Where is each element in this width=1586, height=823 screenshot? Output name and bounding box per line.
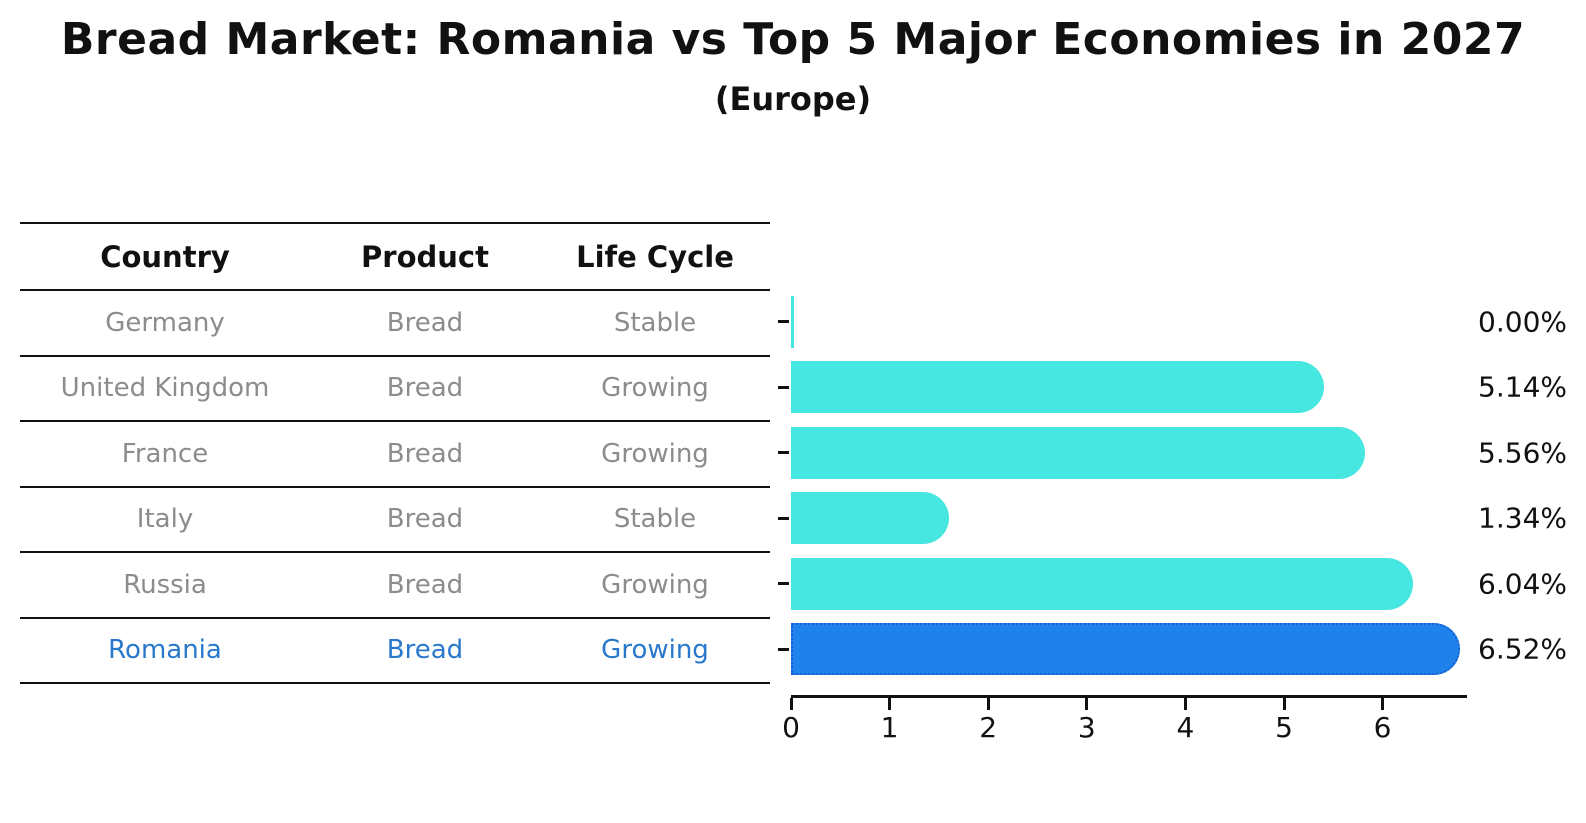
country-cell: Russia — [123, 569, 207, 600]
bar-russia — [791, 557, 1413, 610]
tick-mark — [1381, 698, 1385, 710]
chart-row-germany: 0.00% — [778, 289, 1586, 355]
life-cycle-cell: Growing — [601, 635, 709, 666]
country-cell: Romania — [108, 635, 222, 666]
tick-label: 2 — [979, 711, 998, 744]
bar-romania — [791, 623, 1460, 676]
tick-label: 6 — [1373, 711, 1392, 744]
y-axis-tick — [778, 582, 789, 586]
chart-title: Bread Market: Romania vs Top 5 Major Eco… — [60, 14, 1526, 65]
bar-germany — [791, 295, 794, 348]
product-cell: Bread — [386, 635, 464, 666]
chart-row-russia: 6.04% — [778, 551, 1586, 617]
value-label: 6.04% — [1478, 567, 1567, 601]
product-cell: Bread — [386, 438, 464, 469]
chart-row-france: 5.56% — [778, 420, 1586, 486]
country-cell: Germany — [105, 307, 225, 338]
value-label: 1.34% — [1478, 501, 1567, 535]
y-axis-tick — [778, 451, 789, 455]
country-table: Country Product Life Cycle Germany Bread… — [20, 222, 770, 684]
tick-label: 5 — [1275, 711, 1293, 744]
y-axis-tick — [778, 385, 789, 389]
value-label: 5.56% — [1478, 436, 1567, 470]
value-label: 5.14% — [1478, 370, 1567, 404]
tick-mark — [1183, 698, 1187, 710]
tick-label: 0 — [782, 711, 800, 744]
column-header-product: Product — [361, 239, 489, 274]
tick-mark — [888, 698, 892, 710]
tick-label: 3 — [1077, 711, 1096, 744]
tick-mark — [1282, 698, 1286, 710]
life-cycle-cell: Stable — [613, 307, 697, 338]
tick-mark — [1085, 698, 1089, 710]
table-row-united-kingdom: United Kingdom Bread Growing — [20, 354, 770, 421]
table-row-russia: Russia Bread Growing — [20, 551, 770, 617]
table-row-italy: Italy Bread Stable — [20, 485, 770, 552]
life-cycle-cell: Stable — [613, 504, 697, 535]
x-axis: 0 1 2 3 4 5 6 — [782, 695, 1467, 745]
chart-row-united-kingdom: 5.14% — [778, 355, 1586, 421]
table-header-row: Country Product Life Cycle — [20, 222, 770, 289]
column-header-life-cycle: Life Cycle — [576, 239, 734, 274]
country-cell: France — [121, 438, 209, 469]
bar-italy — [791, 492, 950, 545]
product-cell: Bread — [386, 569, 464, 600]
table-row-france: France Bread Growing — [20, 420, 770, 486]
country-cell: Italy — [136, 504, 194, 535]
table-row-germany: Germany Bread Stable — [20, 289, 770, 355]
life-cycle-cell: Growing — [601, 438, 709, 469]
chart-row-romania: 6.52% — [778, 617, 1586, 683]
life-cycle-cell: Growing — [601, 569, 709, 600]
chart-row-italy: 1.34% — [778, 486, 1586, 552]
product-cell: Bread — [386, 504, 464, 535]
life-cycle-cell: Growing — [601, 373, 709, 404]
value-label: 6.52% — [1478, 632, 1567, 666]
tick-label: 4 — [1176, 711, 1195, 744]
bar-united-kingdom — [791, 361, 1324, 414]
column-header-country: Country — [100, 239, 230, 274]
x-axis-line — [791, 695, 1467, 698]
value-label: 0.00% — [1478, 305, 1567, 339]
y-axis-tick — [778, 516, 789, 520]
chart-subtitle: (Europe) — [714, 80, 872, 118]
y-axis-tick — [778, 647, 789, 651]
bar-france — [791, 426, 1366, 479]
product-cell: Bread — [386, 307, 464, 338]
tick-mark — [986, 698, 990, 710]
country-cell: United Kingdom — [60, 373, 270, 404]
table-row-romania: Romania Bread Growing — [20, 616, 770, 683]
product-cell: Bread — [386, 373, 464, 404]
tick-label: 1 — [880, 711, 899, 744]
y-axis-tick — [778, 320, 789, 324]
bar-chart: 0.00% 5.14% 5.56% 1.34% 6.04% 6.52% — [778, 289, 1586, 683]
tick-mark — [789, 698, 793, 710]
